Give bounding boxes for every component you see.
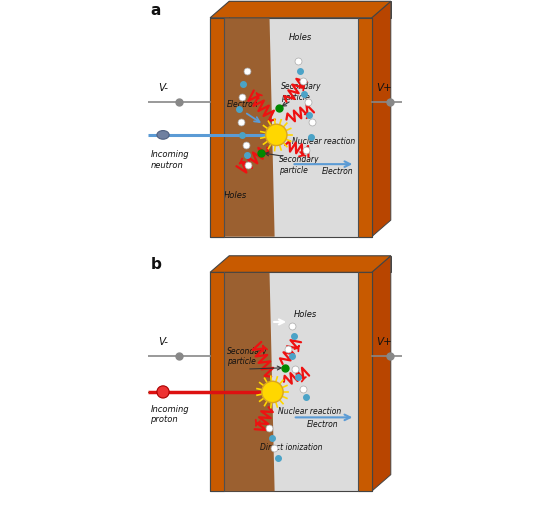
Text: Direct ionization: Direct ionization — [260, 443, 322, 452]
Text: a: a — [150, 3, 161, 17]
Text: Electron: Electron — [322, 167, 354, 176]
Text: Electron: Electron — [307, 420, 338, 429]
Polygon shape — [229, 256, 391, 272]
Polygon shape — [210, 256, 391, 272]
Text: V+: V+ — [376, 83, 392, 93]
Polygon shape — [372, 256, 391, 491]
Text: Nuclear reaction: Nuclear reaction — [292, 137, 355, 147]
Polygon shape — [210, 18, 224, 237]
Polygon shape — [210, 272, 224, 491]
Polygon shape — [224, 18, 274, 237]
Text: Secondary
particle: Secondary particle — [279, 155, 320, 175]
Text: Holes: Holes — [224, 191, 248, 200]
Circle shape — [157, 386, 169, 398]
Polygon shape — [358, 18, 372, 237]
Text: V+: V+ — [376, 337, 392, 347]
Text: b: b — [150, 257, 161, 272]
Text: Secondary
particle: Secondary particle — [227, 347, 267, 366]
Text: Holes: Holes — [294, 310, 317, 320]
Text: Nuclear reaction: Nuclear reaction — [278, 407, 341, 416]
Text: V-: V- — [158, 83, 168, 93]
Text: Electron: Electron — [227, 100, 258, 109]
Text: Holes: Holes — [289, 33, 312, 42]
Circle shape — [266, 124, 287, 146]
Circle shape — [262, 381, 283, 403]
Text: Incoming
neutron: Incoming neutron — [150, 150, 189, 169]
Polygon shape — [358, 272, 372, 491]
Polygon shape — [210, 18, 372, 237]
Polygon shape — [210, 2, 391, 18]
Polygon shape — [229, 2, 391, 18]
Polygon shape — [210, 272, 372, 491]
Text: Incoming
proton: Incoming proton — [150, 405, 189, 424]
Polygon shape — [224, 272, 274, 491]
Polygon shape — [372, 2, 391, 237]
Ellipse shape — [157, 131, 169, 139]
Text: V-: V- — [158, 337, 168, 347]
Text: Secondary
particle: Secondary particle — [282, 82, 322, 102]
